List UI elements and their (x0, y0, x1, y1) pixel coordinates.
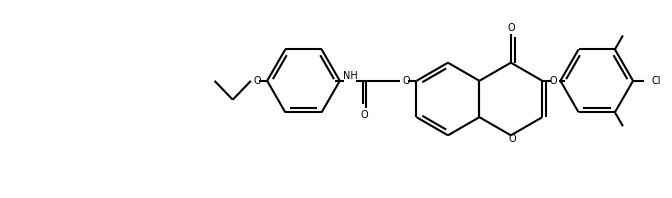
Text: O: O (549, 76, 556, 86)
Text: O: O (509, 134, 517, 144)
Text: O: O (402, 76, 410, 86)
Text: O: O (361, 110, 368, 120)
Text: O: O (254, 76, 261, 86)
Text: Cl: Cl (651, 76, 661, 86)
Text: O: O (507, 23, 515, 33)
Text: NH: NH (343, 71, 358, 81)
